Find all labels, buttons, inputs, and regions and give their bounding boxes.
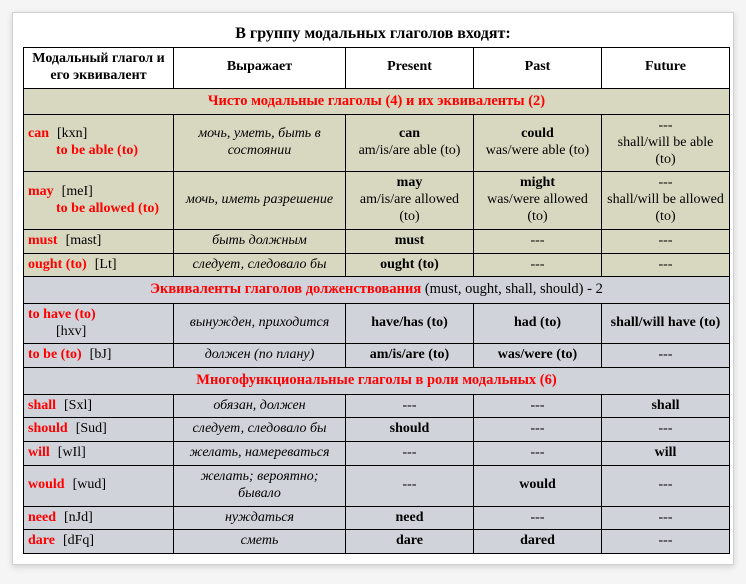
tense-cell: need	[346, 506, 474, 530]
tense-cell: will	[602, 442, 730, 466]
table-row: ought (to)[Lt]следует, следовало быought…	[24, 253, 730, 277]
expression-cell: желать, намереваться	[174, 442, 346, 466]
tense-cell: couldwas/were able (to)	[474, 114, 602, 171]
tense-cell: ---	[474, 418, 602, 442]
section-heading: Многофункциональные глаголы в роли модал…	[24, 368, 730, 394]
table-row: dare[dFq]сметьdaredared---	[24, 530, 730, 554]
tense-cell: dared	[474, 530, 602, 554]
tense-cell: have/has (to)	[346, 303, 474, 344]
tense-cell: dare	[346, 530, 474, 554]
tense-cell: ---	[602, 344, 730, 368]
tense-cell: am/is/are (to)	[346, 344, 474, 368]
table-row: to be (to)[bJ]должен (по плану)am/is/are…	[24, 344, 730, 368]
tense-cell: ---	[602, 418, 730, 442]
expression-cell: мочь, уметь, быть в состоянии	[174, 114, 346, 171]
col-expr: Выражает	[174, 48, 346, 89]
tense-cell: ---	[474, 394, 602, 418]
col-past: Past	[474, 48, 602, 89]
verb-cell: to have (to)[hxv]	[24, 303, 174, 344]
tense-cell: ---	[474, 506, 602, 530]
tense-cell: ---	[346, 465, 474, 506]
table-row: should[Sud]следует, следовало быshould--…	[24, 418, 730, 442]
verb-cell: dare[dFq]	[24, 530, 174, 554]
verb-cell: can[kxn]to be able (to)	[24, 114, 174, 171]
tense-cell: ---	[346, 442, 474, 466]
tense-cell: ---shall/will be allowed (to)	[602, 172, 730, 229]
tense-cell: shall/will have (to)	[602, 303, 730, 344]
tense-cell: should	[346, 418, 474, 442]
expression-cell: сметь	[174, 530, 346, 554]
expression-cell: следует, следовало бы	[174, 253, 346, 277]
table-row: would[wud]желать; вероятно; бывало---wou…	[24, 465, 730, 506]
table-header-row: Модальный глагол и его эквивалент Выража…	[24, 48, 730, 89]
tense-cell: ---	[474, 442, 602, 466]
modal-verbs-table: Модальный глагол и его эквивалент Выража…	[23, 47, 730, 554]
verb-cell: shall[Sxl]	[24, 394, 174, 418]
tense-cell: had (to)	[474, 303, 602, 344]
tense-cell: ---	[474, 253, 602, 277]
table-row: can[kxn]to be able (to)мочь, уметь, быть…	[24, 114, 730, 171]
table-row: to have (to)[hxv]вынужден, приходитсяhav…	[24, 303, 730, 344]
tense-cell: canam/is/are able (to)	[346, 114, 474, 171]
verb-cell: should[Sud]	[24, 418, 174, 442]
col-future: Future	[602, 48, 730, 89]
page-title: В группу модальных глаголов входят:	[23, 25, 723, 43]
table-row: will[wIl]желать, намереваться------will	[24, 442, 730, 466]
tense-cell: mayam/is/are allowed (to)	[346, 172, 474, 229]
expression-cell: должен (по плану)	[174, 344, 346, 368]
tense-cell: must	[346, 229, 474, 253]
expression-cell: нуждаться	[174, 506, 346, 530]
verb-cell: will[wIl]	[24, 442, 174, 466]
verb-cell: must[mast]	[24, 229, 174, 253]
expression-cell: мочь, иметь разрешение	[174, 172, 346, 229]
table-row: may[meI]to be allowed (to)мочь, иметь ра…	[24, 172, 730, 229]
tense-cell: would	[474, 465, 602, 506]
expression-cell: желать; вероятно; бывало	[174, 465, 346, 506]
tense-cell: ---	[346, 394, 474, 418]
verb-cell: may[meI]to be allowed (to)	[24, 172, 174, 229]
expression-cell: обязан, должен	[174, 394, 346, 418]
section-heading: Чисто модальные глаголы (4) и их эквивал…	[24, 88, 730, 114]
tense-cell: ---	[602, 229, 730, 253]
table-row: must[mast]быть должнымmust------	[24, 229, 730, 253]
tense-cell: ---	[474, 229, 602, 253]
expression-cell: быть должным	[174, 229, 346, 253]
table-row: shall[Sxl]обязан, должен------shall	[24, 394, 730, 418]
tense-cell: shall	[602, 394, 730, 418]
tense-cell: ought (to)	[346, 253, 474, 277]
tense-cell: ---shall/will be able (to)	[602, 114, 730, 171]
expression-cell: вынужден, приходится	[174, 303, 346, 344]
tense-cell: ---	[602, 506, 730, 530]
verb-cell: to be (to)[bJ]	[24, 344, 174, 368]
tense-cell: ---	[602, 530, 730, 554]
table-row: need[nJd]нуждатьсяneed------	[24, 506, 730, 530]
tense-cell: mightwas/were allowed (to)	[474, 172, 602, 229]
expression-cell: следует, следовало бы	[174, 418, 346, 442]
verb-cell: need[nJd]	[24, 506, 174, 530]
page: В группу модальных глаголов входят: Мода…	[12, 12, 734, 565]
tense-cell: ---	[602, 253, 730, 277]
col-present: Present	[346, 48, 474, 89]
col-verb: Модальный глагол и его эквивалент	[24, 48, 174, 89]
tense-cell: ---	[602, 465, 730, 506]
verb-cell: ought (to)[Lt]	[24, 253, 174, 277]
tense-cell: was/were (to)	[474, 344, 602, 368]
section-heading: Эквиваленты глаголов долженствования (mu…	[24, 277, 730, 303]
verb-cell: would[wud]	[24, 465, 174, 506]
